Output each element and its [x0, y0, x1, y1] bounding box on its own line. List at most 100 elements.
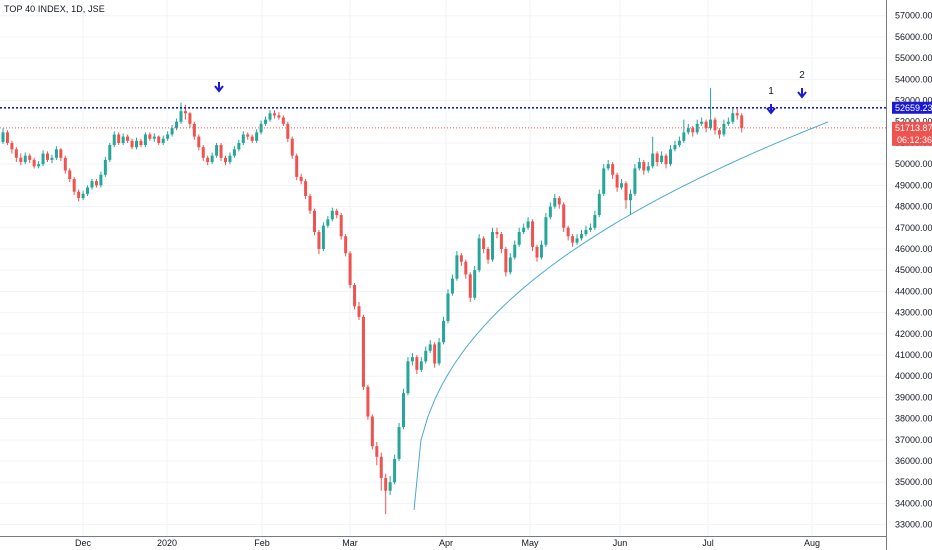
candle-body — [210, 155, 214, 163]
y-tick-label: 54000.00 — [895, 74, 932, 84]
candle-body — [90, 181, 94, 188]
candle-body — [264, 119, 268, 124]
candle-body — [139, 140, 143, 146]
y-tick-label: 43000.00 — [895, 308, 932, 318]
candle-body — [130, 140, 134, 148]
annotation-label: 1 — [768, 86, 774, 97]
candle-body — [673, 145, 677, 150]
candle-body — [286, 123, 290, 139]
candle-body — [642, 162, 646, 171]
candles — [1, 87, 744, 515]
candle-body — [126, 136, 130, 141]
x-tick-label: Jun — [613, 538, 628, 548]
y-tick-label: 34000.00 — [895, 498, 932, 508]
candle-body — [353, 285, 357, 307]
candle-body — [379, 456, 383, 478]
resistance-price-tag — [892, 101, 932, 114]
y-tick-label: 42000.00 — [895, 329, 932, 339]
y-tick-label: 49000.00 — [895, 180, 932, 190]
candle-body — [655, 153, 659, 163]
x-tick-label: May — [521, 538, 539, 548]
candle-body — [46, 153, 49, 160]
candle-body — [486, 248, 490, 260]
y-tick-label: 41000.00 — [895, 350, 932, 360]
candle-body — [201, 147, 205, 158]
candle-body — [628, 193, 632, 201]
candle-body — [77, 191, 81, 199]
candle-body — [406, 361, 410, 394]
candle-body — [281, 117, 285, 124]
candle-body — [495, 232, 499, 235]
candle-body — [491, 232, 494, 260]
candle-body — [50, 157, 54, 160]
chart-title: TOP 40 INDEX, 1D, JSE — [4, 4, 105, 14]
candle-body — [86, 187, 90, 194]
last-price-tag — [892, 121, 932, 146]
y-tick-label: 52000.00 — [895, 117, 932, 127]
candle-body — [250, 136, 254, 141]
candle-body — [206, 157, 210, 163]
y-tick-label: 56000.00 — [895, 32, 932, 42]
arrow-down-icon — [214, 82, 224, 93]
candle-body — [646, 166, 650, 171]
candle-body — [183, 111, 187, 114]
candle-body — [1, 132, 5, 142]
candle-body — [215, 145, 219, 156]
candle-body — [571, 236, 575, 243]
candle-body — [611, 164, 615, 175]
y-tick-label: 57000.00 — [895, 11, 932, 21]
candle-body — [468, 274, 472, 298]
candle-body — [597, 193, 601, 216]
candle-body — [290, 138, 294, 156]
grid — [0, 0, 886, 536]
candle-body — [321, 225, 325, 249]
y-tick-label: 36000.00 — [895, 456, 932, 466]
y-tick-label: 38000.00 — [895, 414, 932, 424]
candle-body — [682, 132, 686, 141]
candle-body — [224, 157, 227, 163]
candle-body — [477, 238, 481, 271]
candle-body — [37, 164, 41, 167]
candle-body — [677, 140, 681, 146]
countdown-label: 06:12:36 — [897, 135, 932, 145]
candle-body — [393, 458, 397, 483]
candle-body — [459, 255, 463, 262]
candle-body — [166, 134, 170, 139]
arrow-head — [797, 91, 807, 99]
candle-body — [504, 248, 508, 273]
candle-body — [740, 115, 744, 129]
candle-body — [19, 157, 23, 163]
candle-body — [28, 155, 32, 160]
candle-body — [175, 121, 179, 129]
candle-body — [686, 128, 690, 133]
candle-body — [584, 229, 588, 235]
candle-body — [10, 142, 14, 150]
candle-body — [246, 134, 250, 137]
candle-body — [424, 350, 428, 362]
support-curve-line — [413, 121, 829, 511]
candle-body — [397, 427, 401, 459]
candle-body — [473, 270, 477, 298]
candle-body — [508, 257, 512, 273]
candle-body — [339, 215, 343, 237]
candle-body — [143, 134, 147, 146]
candle-body — [14, 149, 18, 158]
candle-body — [63, 157, 67, 171]
candle-body — [117, 134, 121, 143]
candle-body — [437, 342, 441, 364]
candle-body — [308, 195, 312, 211]
candle-body — [313, 210, 316, 233]
candle-body — [375, 446, 379, 457]
candle-body — [366, 386, 370, 417]
price-lines — [0, 106, 886, 129]
candle-body — [553, 198, 557, 207]
candle-body — [700, 121, 704, 124]
candle-body — [539, 244, 543, 258]
candle-body — [112, 134, 116, 146]
x-tick-label: Apr — [439, 538, 453, 548]
candle-body — [304, 181, 308, 196]
candle-body — [402, 393, 405, 428]
y-tick-label: 33000.00 — [895, 520, 932, 530]
candle-body — [669, 149, 672, 165]
